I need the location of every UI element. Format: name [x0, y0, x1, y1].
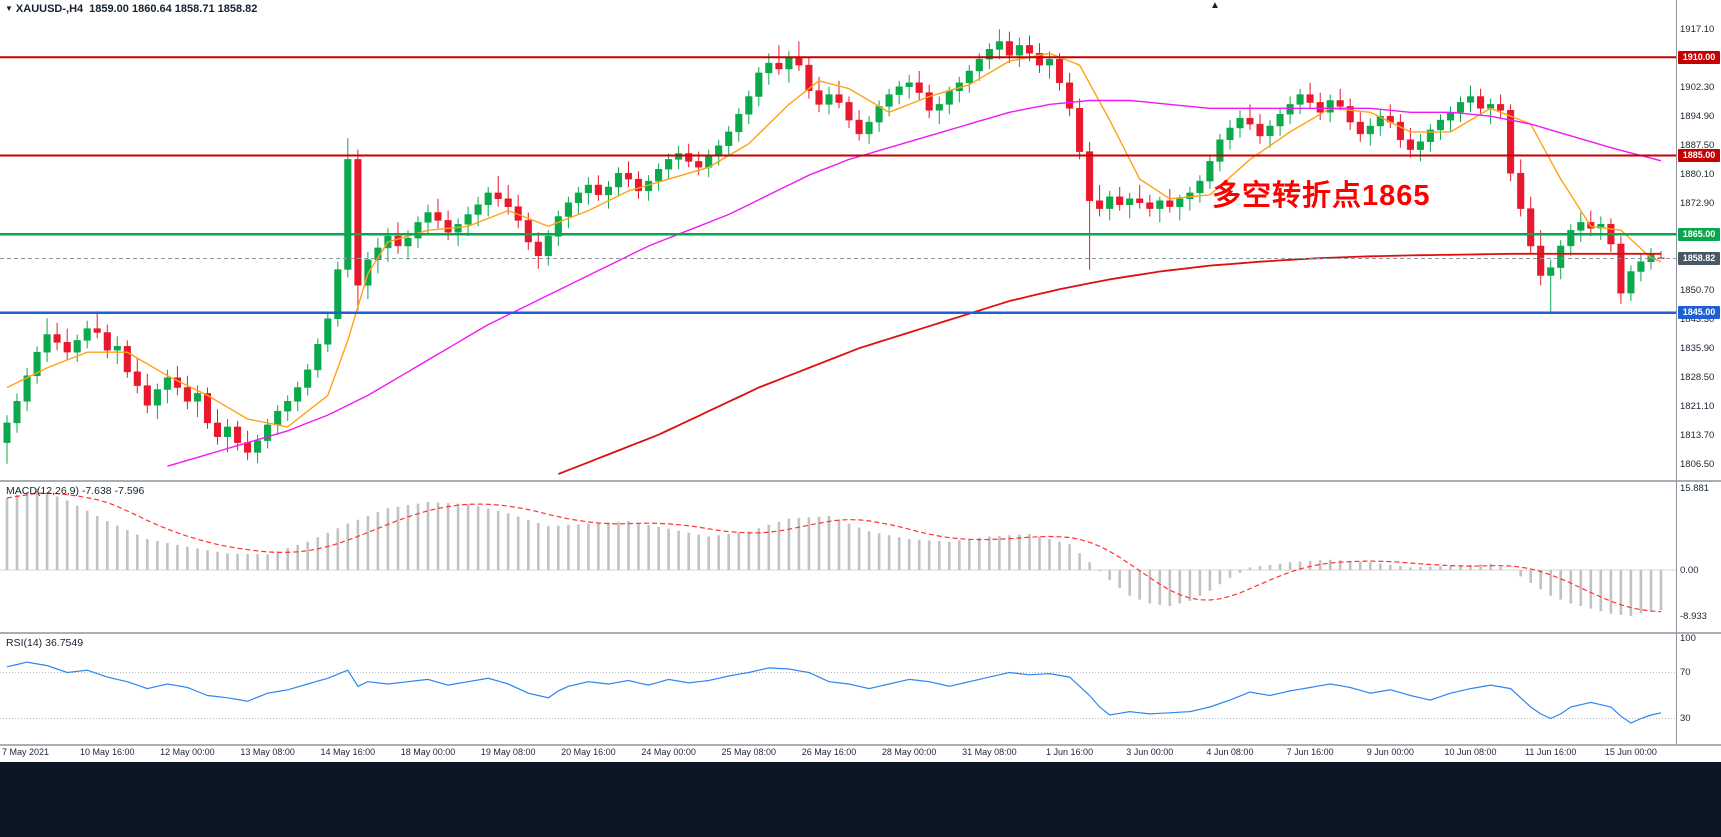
rsi-indicator-label: RSI(14) 36.7549 — [6, 637, 83, 649]
symbol-timeframe-label: XAUUSD-,H4 — [15, 3, 84, 15]
macd-signal-line — [6, 492, 1662, 613]
fast-ma-orange-line — [6, 52, 1662, 428]
price-line-badge-1865.00: 1865.00 — [1678, 227, 1720, 241]
panel-separator-rsi-dates — [0, 744, 1721, 746]
macd-values: -7.638 -7.596 — [81, 485, 145, 497]
panel-separator-macd-rsi[interactable] — [0, 632, 1721, 634]
price-line-badge-1845.00: 1845.00 — [1678, 306, 1720, 320]
ohlc-values: 1859.00 1860.64 1858.71 1858.82 — [89, 3, 258, 15]
up-candle-bodies — [3, 41, 1655, 453]
down-candle-bodies — [53, 41, 1665, 453]
macd-histogram — [5, 488, 1663, 616]
price-line-badge-1910.00: 1910.00 — [1678, 50, 1720, 64]
panel-separator-main-macd[interactable] — [0, 480, 1721, 482]
rsi-line — [6, 661, 1662, 724]
rsi-name: RSI(14) — [6, 637, 43, 649]
current-price-badge: 1858.82 — [1678, 251, 1720, 265]
chart-title: ▼ XAUUSD-,H4 1859.00 1860.64 1858.71 1858.… — [5, 3, 257, 15]
symbol-dropdown-icon[interactable]: ▼ — [5, 4, 13, 13]
price-line-badge-1885.00: 1885.00 — [1678, 149, 1720, 162]
slow-ma-red-line — [557, 252, 1661, 475]
chart-annotation-text[interactable]: 多空转折点1865 — [1212, 180, 1431, 212]
macd-name: MACD(12,26,9) — [6, 485, 79, 497]
terminal-bar — [0, 762, 1721, 837]
mid-ma-magenta-line — [167, 99, 1662, 467]
price-chart-canvas[interactable] — [0, 0, 1721, 762]
macd-indicator-label: MACD(12,26,9) -7.638 -7.596 — [6, 485, 144, 497]
auto-scroll-icon[interactable]: ▲ — [1210, 0, 1220, 11]
rsi-value: 36.7549 — [45, 637, 84, 649]
price-axis-line[interactable] — [1676, 0, 1677, 744]
